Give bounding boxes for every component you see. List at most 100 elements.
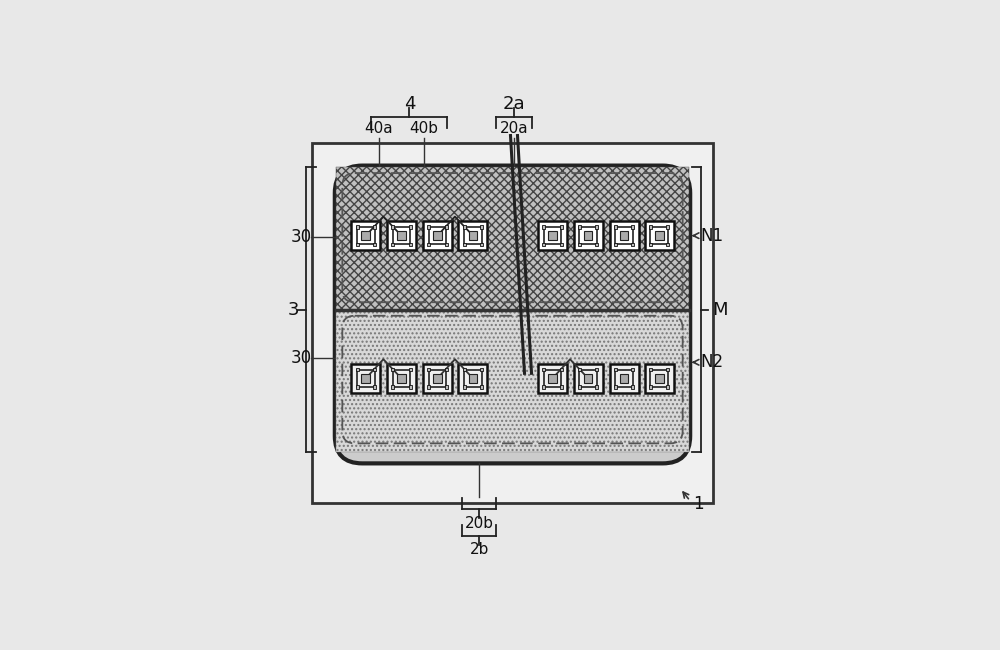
Bar xyxy=(544,370,561,387)
Bar xyxy=(391,242,394,246)
Bar xyxy=(409,385,412,389)
Bar xyxy=(464,227,482,244)
Bar xyxy=(614,226,617,229)
Bar xyxy=(391,226,394,229)
Bar xyxy=(445,385,448,389)
Text: N2: N2 xyxy=(700,354,723,371)
Bar xyxy=(391,385,394,389)
Bar xyxy=(356,368,359,371)
Bar xyxy=(458,221,487,250)
Bar xyxy=(649,368,652,371)
Bar xyxy=(480,368,483,371)
Bar xyxy=(387,221,416,250)
Bar xyxy=(336,167,689,310)
Bar xyxy=(649,385,652,389)
Text: 40b: 40b xyxy=(409,121,438,136)
Bar xyxy=(356,385,359,389)
Bar xyxy=(469,374,477,383)
Bar xyxy=(463,226,466,229)
Bar xyxy=(615,370,633,387)
Bar xyxy=(615,227,633,244)
Bar xyxy=(560,368,563,371)
Text: 30: 30 xyxy=(291,228,312,246)
Bar xyxy=(578,385,581,389)
Bar xyxy=(579,370,597,387)
Bar xyxy=(614,368,617,371)
Bar xyxy=(409,226,412,229)
Bar xyxy=(423,364,452,393)
Bar xyxy=(542,226,545,229)
Bar xyxy=(445,226,448,229)
Bar xyxy=(620,231,628,240)
Text: 1: 1 xyxy=(693,495,703,514)
Bar xyxy=(666,368,669,371)
Bar xyxy=(427,385,430,389)
Bar xyxy=(356,242,359,246)
Bar xyxy=(357,370,375,387)
Bar xyxy=(429,370,446,387)
Bar xyxy=(631,242,634,246)
Bar xyxy=(463,242,466,246)
Bar xyxy=(649,242,652,246)
Bar xyxy=(544,227,561,244)
Bar xyxy=(336,310,689,452)
Bar xyxy=(427,242,430,246)
Bar xyxy=(312,143,713,503)
Bar xyxy=(538,364,567,393)
Bar xyxy=(542,242,545,246)
Bar xyxy=(610,221,639,250)
Bar xyxy=(336,310,689,452)
Bar xyxy=(649,226,652,229)
Bar xyxy=(356,226,359,229)
Bar xyxy=(542,368,545,371)
Bar xyxy=(480,242,483,246)
Bar xyxy=(584,374,592,383)
Bar xyxy=(548,374,557,383)
Bar xyxy=(614,385,617,389)
Bar xyxy=(595,368,598,371)
Bar xyxy=(351,364,380,393)
Bar xyxy=(574,364,603,393)
Bar xyxy=(409,368,412,371)
Bar xyxy=(560,242,563,246)
FancyBboxPatch shape xyxy=(335,166,690,463)
Bar xyxy=(578,226,581,229)
Text: N1: N1 xyxy=(700,227,723,244)
Text: 20b: 20b xyxy=(465,516,494,531)
Bar xyxy=(373,385,376,389)
Bar xyxy=(610,364,639,393)
Bar xyxy=(579,227,597,244)
Bar xyxy=(574,221,603,250)
Bar xyxy=(373,368,376,371)
Bar xyxy=(336,167,689,310)
Bar xyxy=(631,226,634,229)
Bar xyxy=(666,226,669,229)
Text: 4: 4 xyxy=(404,95,415,113)
Bar xyxy=(373,242,376,246)
Bar xyxy=(397,231,406,240)
Bar xyxy=(560,385,563,389)
Bar xyxy=(645,364,674,393)
Text: 40a: 40a xyxy=(365,121,393,136)
Bar xyxy=(538,221,567,250)
Bar xyxy=(463,368,466,371)
Bar xyxy=(655,374,664,383)
Bar xyxy=(391,368,394,371)
Text: 30: 30 xyxy=(291,349,312,367)
Text: 20a: 20a xyxy=(500,121,528,136)
Bar xyxy=(393,370,410,387)
Bar xyxy=(423,221,452,250)
Bar xyxy=(463,385,466,389)
Bar xyxy=(373,226,376,229)
Text: 2b: 2b xyxy=(470,543,489,558)
Bar xyxy=(650,227,668,244)
Bar xyxy=(542,385,545,389)
Bar xyxy=(560,226,563,229)
Bar xyxy=(620,374,628,383)
Bar xyxy=(666,242,669,246)
Bar xyxy=(361,231,370,240)
Bar xyxy=(584,231,592,240)
Bar xyxy=(595,242,598,246)
Bar xyxy=(361,374,370,383)
Bar xyxy=(578,368,581,371)
